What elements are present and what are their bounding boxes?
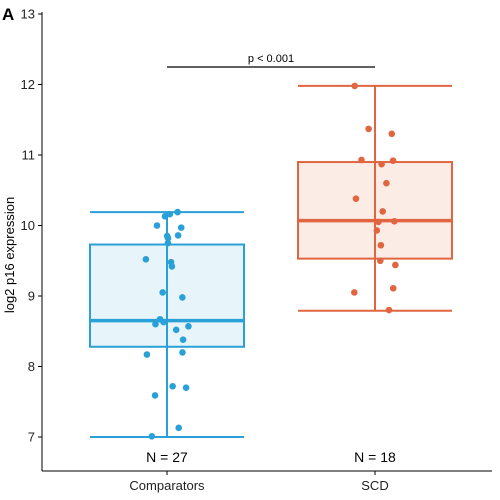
data-point [385,306,393,314]
data-point [179,294,186,301]
data-point [392,261,399,269]
y-tick-label: 13 [21,7,35,22]
data-point [172,326,180,334]
y-tick-label: 11 [22,148,36,163]
data-point [389,157,397,164]
data-point [174,232,182,239]
data-point [164,239,172,247]
y-axis-title: log2 p16 expression [2,197,17,313]
data-point [358,156,365,164]
data-point [179,336,187,344]
data-point [377,241,385,249]
data-point [373,227,381,234]
data-point [152,320,159,328]
data-point [185,323,192,330]
data-point [383,179,390,187]
plot-area [89,82,453,440]
data-point [388,130,396,138]
data-point [352,195,360,203]
data-point [351,82,358,90]
data-point [378,160,385,168]
group-1 [297,82,453,314]
y-tick-label: 12 [21,77,35,92]
x-tick-label: SCD [361,478,388,493]
data-point [365,125,372,133]
x-tick-label: Comparators [129,478,205,493]
data-point [389,284,397,292]
data-point [153,222,161,229]
data-point [142,256,150,263]
data-point [351,289,358,296]
data-point [143,351,151,358]
n-count-label: N = 27 [146,449,188,465]
data-point [182,384,190,391]
n-count-label: N = 18 [354,449,396,465]
y-tick-label: 10 [21,218,35,233]
data-point [175,424,182,432]
data-point [164,234,172,242]
data-point [160,318,167,326]
data-point [148,432,156,440]
p-value-label: p < 0.001 [248,53,294,65]
data-point [151,392,159,399]
group-0 [89,208,245,440]
panel-letter: A [2,5,14,24]
y-tick-label: 8 [28,359,35,374]
data-point [391,217,398,225]
data-point [376,257,384,265]
data-point [379,208,386,215]
y-tick-label: 9 [28,289,35,304]
data-point [174,208,181,216]
data-point [168,263,176,270]
data-point [375,218,382,226]
y-tick-label: 7 [28,430,35,445]
data-point [169,382,176,390]
data-point [177,224,185,231]
data-point [179,349,186,356]
data-point [159,289,166,296]
data-point [161,213,169,220]
